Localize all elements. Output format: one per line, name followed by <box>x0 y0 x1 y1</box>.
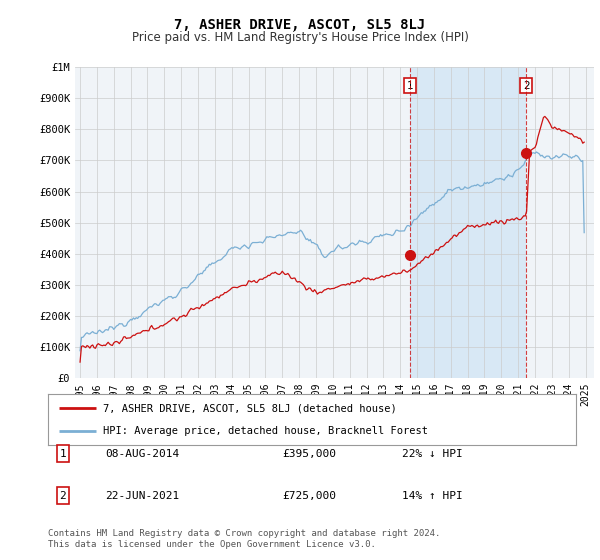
Text: Price paid vs. HM Land Registry's House Price Index (HPI): Price paid vs. HM Land Registry's House … <box>131 31 469 44</box>
Text: HPI: Average price, detached house, Bracknell Forest: HPI: Average price, detached house, Brac… <box>103 426 428 436</box>
Text: 7, ASHER DRIVE, ASCOT, SL5 8LJ: 7, ASHER DRIVE, ASCOT, SL5 8LJ <box>175 18 425 32</box>
Text: 08-AUG-2014: 08-AUG-2014 <box>105 449 179 459</box>
Text: 1: 1 <box>59 449 67 459</box>
Text: 7, ASHER DRIVE, ASCOT, SL5 8LJ (detached house): 7, ASHER DRIVE, ASCOT, SL5 8LJ (detached… <box>103 403 397 413</box>
Text: 22-JUN-2021: 22-JUN-2021 <box>105 491 179 501</box>
Text: 14% ↑ HPI: 14% ↑ HPI <box>402 491 463 501</box>
Text: £725,000: £725,000 <box>282 491 336 501</box>
Text: 2: 2 <box>523 81 529 91</box>
Text: 2: 2 <box>59 491 67 501</box>
Bar <box>410 67 526 378</box>
Text: 1: 1 <box>407 81 413 91</box>
Text: 22% ↓ HPI: 22% ↓ HPI <box>402 449 463 459</box>
Text: Contains HM Land Registry data © Crown copyright and database right 2024.
This d: Contains HM Land Registry data © Crown c… <box>48 529 440 549</box>
Text: £395,000: £395,000 <box>282 449 336 459</box>
